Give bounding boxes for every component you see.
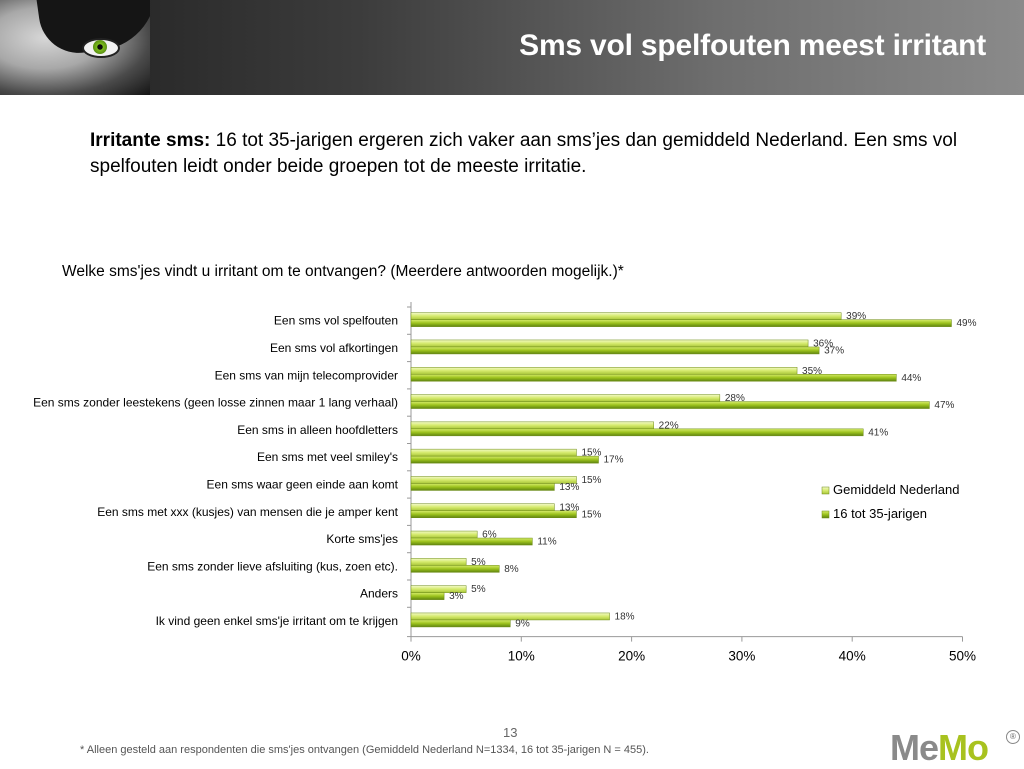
bar-jongeren xyxy=(410,510,577,518)
category-label: Een sms in alleen hoofdletters xyxy=(237,423,398,437)
bar-jongeren xyxy=(410,455,599,464)
data-label: 22% xyxy=(659,420,679,431)
bar-gemiddeld xyxy=(410,448,577,457)
x-tick-label: 0% xyxy=(401,649,421,664)
footnote: * Alleen gesteld aan respondenten die sm… xyxy=(80,744,649,756)
data-label: 37% xyxy=(824,345,844,356)
legend-label: 16 tot 35-jarigen xyxy=(833,506,927,521)
x-tick-label: 10% xyxy=(508,649,535,664)
intro-body: 16 tot 35-jarigen ergeren zich vaker aan… xyxy=(90,130,958,177)
category-label: Een sms zonder lieve afsluiting (kus, zo… xyxy=(147,559,398,573)
logo-me: Me xyxy=(890,727,939,768)
bar-jongeren xyxy=(410,401,930,409)
page-title: Sms vol spelfouten meest irritant xyxy=(519,29,986,62)
header-bar: Sms vol spelfouten meest irritant xyxy=(0,0,1024,95)
category-label: Anders xyxy=(360,587,398,601)
registered-icon: ® xyxy=(1006,730,1020,744)
data-label: 9% xyxy=(515,618,530,629)
bar-gemiddeld xyxy=(410,530,478,539)
data-label: 15% xyxy=(581,475,601,486)
data-label: 47% xyxy=(934,400,954,411)
category-label: Een sms vol afkortingen xyxy=(270,341,398,355)
data-label: 18% xyxy=(615,611,635,622)
bar-jongeren xyxy=(410,619,511,628)
category-label: Ik vind geen enkel sms'je irritant om te… xyxy=(156,614,398,628)
bar-gemiddeld xyxy=(410,339,809,348)
data-label: 11% xyxy=(537,537,556,548)
bar-gemiddeld xyxy=(410,476,577,484)
data-label: 5% xyxy=(471,557,486,568)
category-label: Een sms vol spelfouten xyxy=(274,314,398,328)
page-number: 13 xyxy=(503,725,518,740)
bar-jongeren xyxy=(410,592,445,600)
bar-gemiddeld xyxy=(410,421,654,430)
data-label: 44% xyxy=(901,373,921,384)
intro-text: Irritante sms: 16 tot 35-jarigen ergeren… xyxy=(90,128,970,180)
data-label: 35% xyxy=(802,366,822,377)
logo-mo: Mo xyxy=(938,727,989,768)
data-label: 15% xyxy=(581,448,601,459)
legend-swatch xyxy=(821,486,830,495)
intro-bold: Irritante sms: xyxy=(90,130,211,151)
legend-label: Gemiddeld Nederland xyxy=(833,482,959,497)
data-label: 39% xyxy=(846,311,866,322)
bar-chart: 0% 10% 20% 30% 40% 50% Een sms vol spelfouten 3… xyxy=(33,302,977,664)
bar-jongeren xyxy=(410,483,555,491)
data-label: 5% xyxy=(471,584,486,595)
legend-swatch xyxy=(821,510,830,519)
eye-icon xyxy=(82,38,120,58)
bar-jongeren xyxy=(410,565,500,573)
bar-gemiddeld xyxy=(410,394,721,402)
bar-gemiddeld xyxy=(410,367,798,375)
data-label: 36% xyxy=(813,338,833,349)
data-label: 49% xyxy=(956,318,976,329)
category-label: Een sms van mijn telecomprovider xyxy=(215,368,398,382)
iris-icon xyxy=(93,40,107,54)
x-tick-label: 40% xyxy=(839,649,866,664)
x-tick-label: 30% xyxy=(728,649,755,664)
category-label: Een sms met xxx (kusjes) van mensen die … xyxy=(97,505,398,519)
data-label: 8% xyxy=(504,564,519,575)
category-label: Een sms zonder leestekens (geen losse zi… xyxy=(33,396,398,410)
data-label: 13% xyxy=(559,502,579,513)
bar-gemiddeld xyxy=(410,503,555,511)
memo-logo: MeMo xyxy=(890,727,989,769)
category-label: Een sms waar geen einde aan komt xyxy=(207,477,399,491)
data-label: 6% xyxy=(482,530,497,541)
x-tick-label: 20% xyxy=(618,649,645,664)
bar-gemiddeld xyxy=(410,312,842,320)
data-label: 15% xyxy=(581,509,601,520)
chart-title: Welke sms'jes vindt u irritant om te ont… xyxy=(62,263,624,280)
x-tick-label: 50% xyxy=(949,649,976,664)
bar-jongeren xyxy=(410,537,533,546)
bar-jongeren xyxy=(410,428,864,437)
category-label: Een sms met veel smiley's xyxy=(257,450,398,464)
bar-jongeren xyxy=(410,346,820,355)
bar-jongeren xyxy=(410,374,897,382)
data-label: 41% xyxy=(868,427,888,438)
bar-jongeren xyxy=(410,319,952,327)
data-label: 13% xyxy=(559,482,579,493)
bar-gemiddeld xyxy=(410,558,467,566)
data-label: 3% xyxy=(449,591,464,602)
header-photo xyxy=(0,0,150,95)
data-label: 28% xyxy=(725,393,745,404)
category-label: Korte sms'jes xyxy=(326,532,398,546)
bar-gemiddeld xyxy=(410,612,610,621)
data-label: 17% xyxy=(604,455,624,466)
